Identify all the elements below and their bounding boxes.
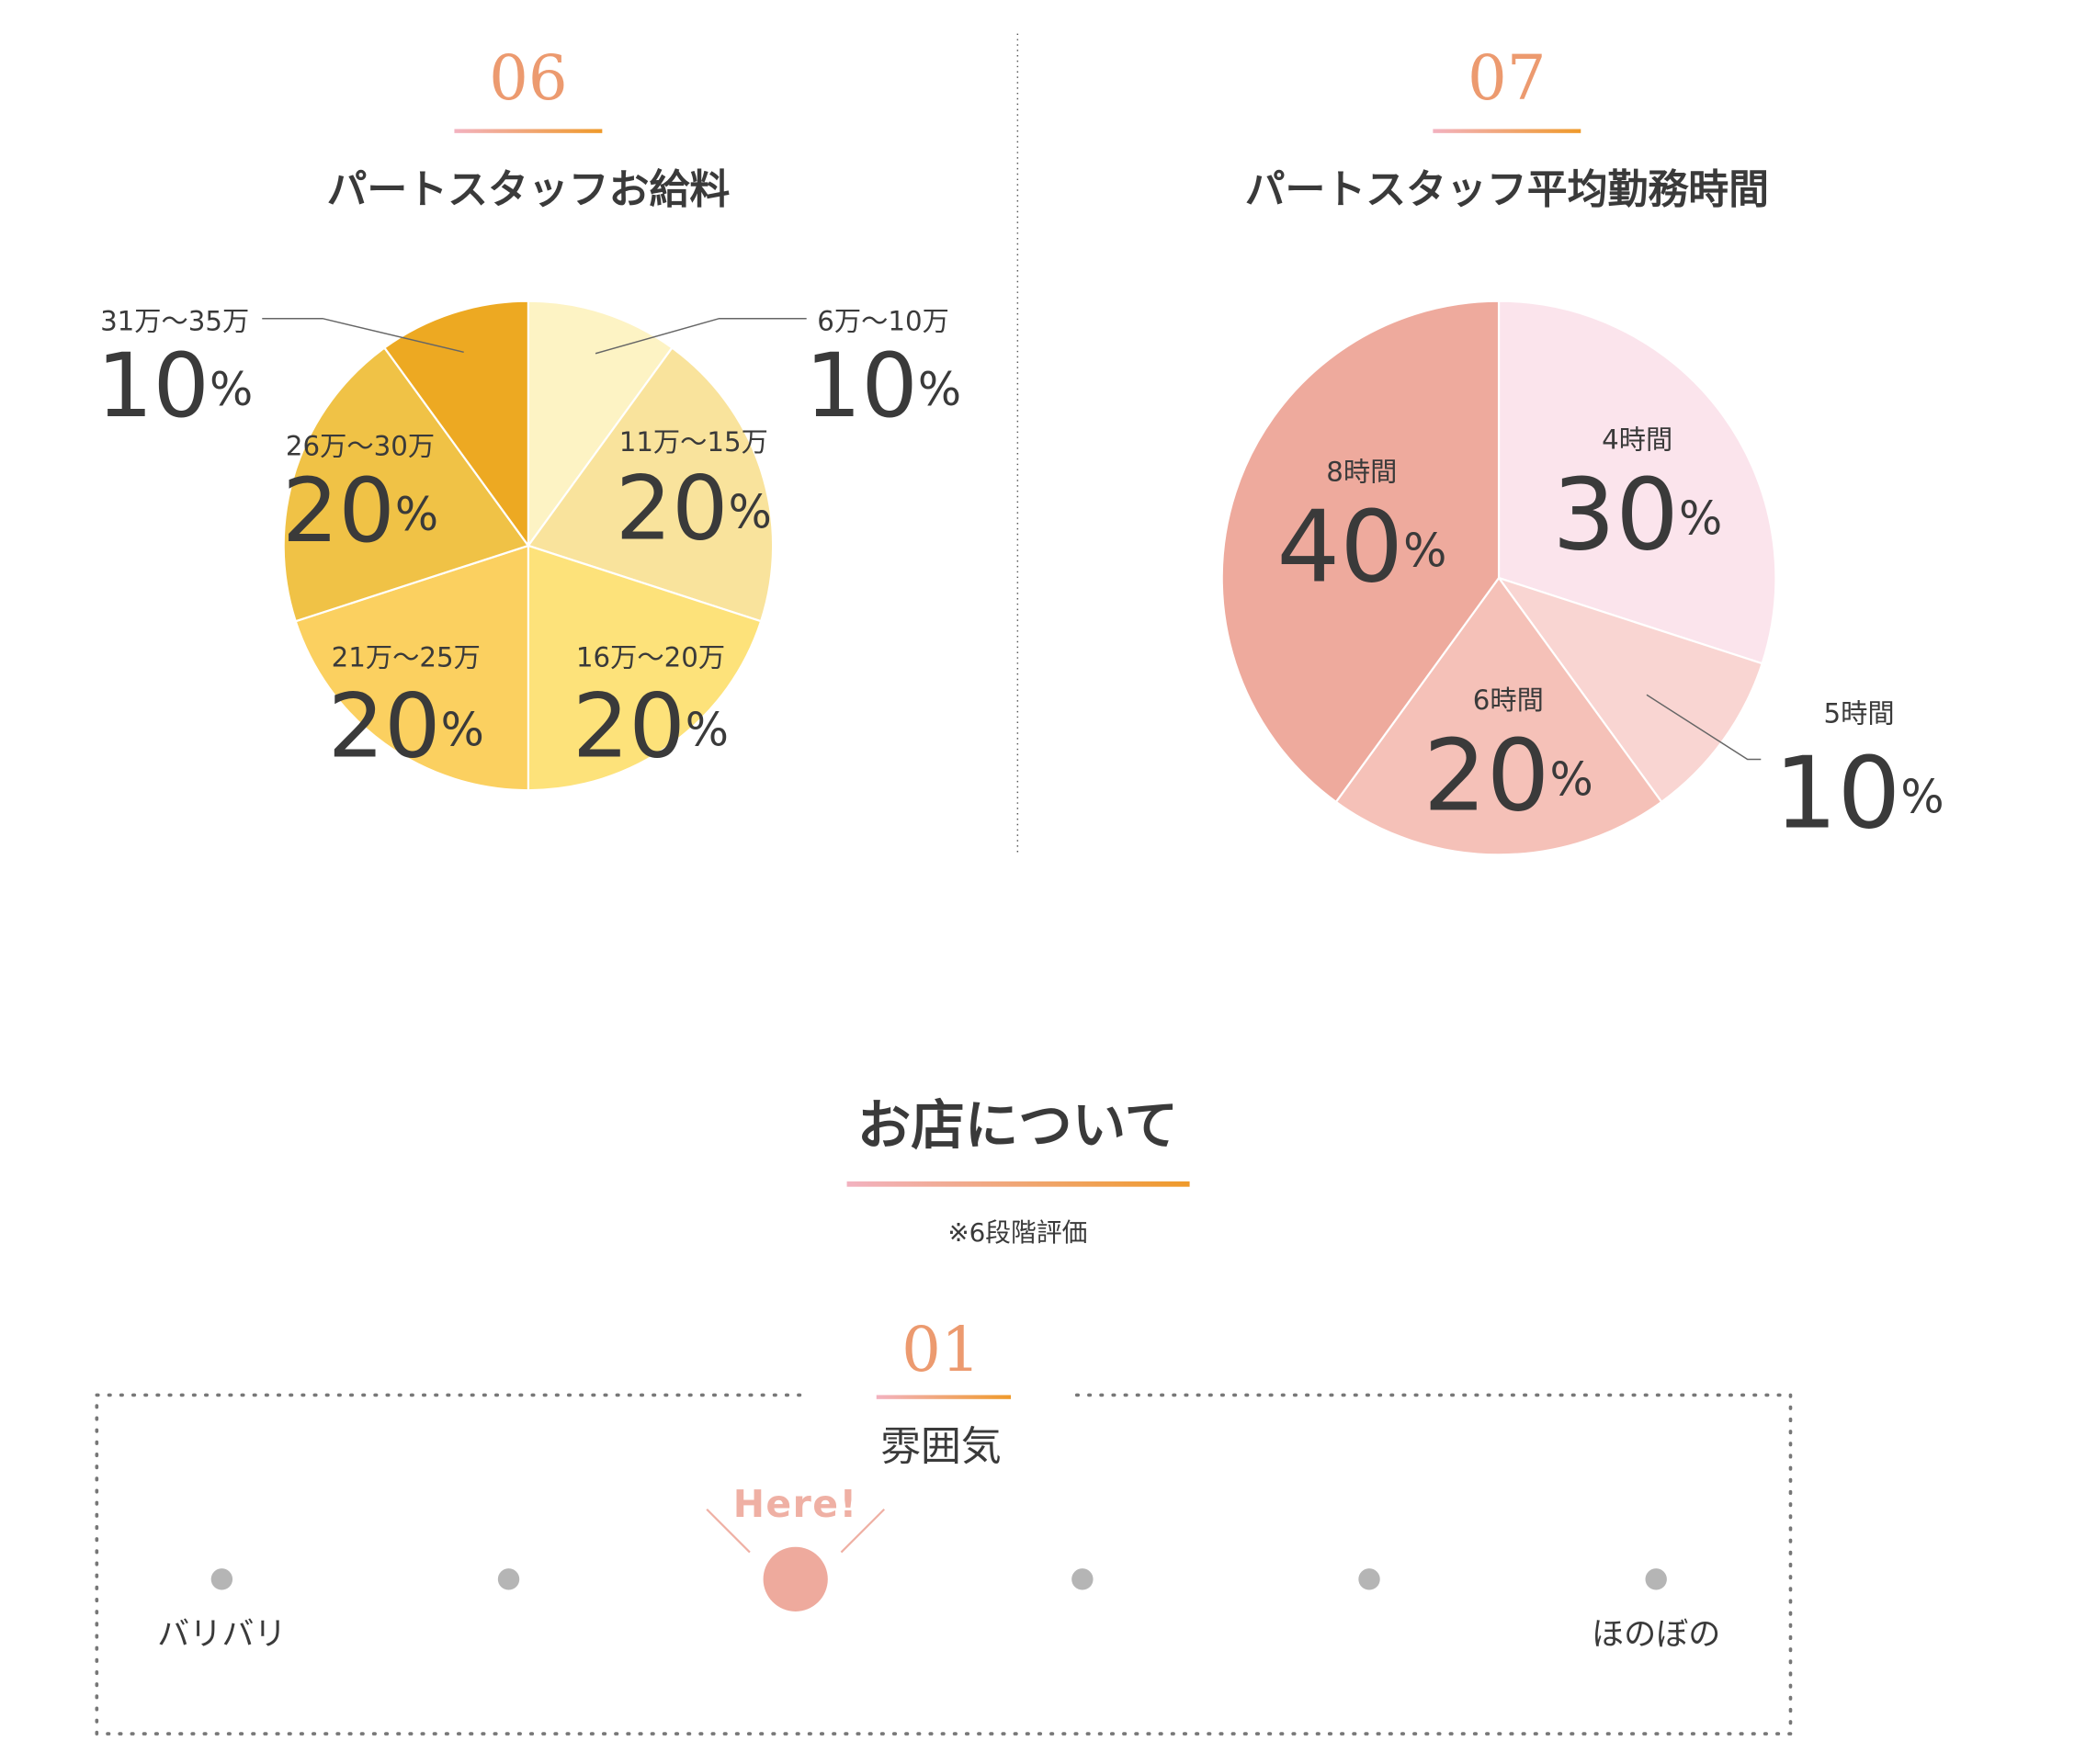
- marker-deco: [840, 1508, 886, 1554]
- slice-value: 10%: [96, 334, 253, 438]
- value-number: 10: [805, 334, 918, 438]
- pie-slice: [282, 346, 530, 623]
- slice-value: 10%: [1774, 735, 1944, 851]
- slice-label: 16万〜20万: [576, 641, 725, 673]
- slice-value: 20%: [1423, 718, 1593, 833]
- chart-title: パートスタッフ平均勤務時間: [1245, 166, 1769, 213]
- pie-slice: [382, 300, 529, 549]
- slice-value: 20%: [328, 674, 484, 778]
- slice-label: 8時間: [1326, 456, 1397, 487]
- slice-value: 20%: [282, 459, 438, 563]
- rating-box: [95, 1393, 1793, 1736]
- charts: 06パートスタッフお給料6万〜10万10%11万〜15万20%16万〜20万20…: [96, 42, 1944, 1611]
- rating-step: [497, 1568, 520, 1590]
- rating-step: [1358, 1568, 1380, 1590]
- section-note: ※6段階評価: [947, 1217, 1087, 1248]
- marker-deco: [706, 1508, 751, 1554]
- slice-value: 20%: [572, 674, 729, 778]
- value-unit: %: [1679, 492, 1722, 545]
- rating-marker: Here!: [733, 1482, 858, 1526]
- value-number: 20: [282, 459, 395, 563]
- chart-title: パートスタッフお給料: [327, 166, 731, 213]
- value-number: 10: [1774, 735, 1901, 851]
- rating-step: [1071, 1568, 1094, 1590]
- slice-label: 6時間: [1473, 684, 1544, 716]
- pie-slice: [1334, 576, 1663, 856]
- value-unit: %: [1900, 770, 1944, 823]
- underline: [876, 1395, 1012, 1399]
- pie-slice: [527, 300, 674, 549]
- value-number: 20: [616, 457, 729, 560]
- slice-value: 30%: [1552, 457, 1722, 572]
- slice-label: 4時間: [1602, 424, 1672, 455]
- slice-value: 10%: [805, 334, 961, 438]
- value-number: 30: [1552, 457, 1679, 572]
- slice-label: 21万〜25万: [332, 641, 481, 673]
- value-number: 40: [1276, 489, 1403, 605]
- value-unit: %: [210, 363, 253, 416]
- underline: [1433, 129, 1581, 133]
- leader-line: [1646, 694, 1762, 761]
- leader-line: [262, 317, 464, 353]
- rating-selected: [763, 1546, 828, 1611]
- value-unit: %: [729, 485, 772, 538]
- pie-slice: [527, 346, 775, 623]
- pie-slice: [1220, 300, 1501, 804]
- slice-label: 5時間: [1824, 698, 1895, 729]
- value-number: 20: [328, 674, 441, 778]
- value-unit: %: [918, 363, 961, 416]
- rating-label: 雰囲気: [880, 1423, 1002, 1470]
- chart-number: 07: [1468, 42, 1547, 114]
- value-unit: %: [441, 703, 484, 756]
- rating-step: [210, 1568, 233, 1590]
- value-unit: %: [1550, 752, 1593, 806]
- slice-value: 40%: [1276, 489, 1446, 605]
- rating-right: ほのぼの: [1592, 1615, 1720, 1653]
- value-unit: %: [1403, 524, 1446, 577]
- underline: [846, 1181, 1190, 1187]
- leader-line: [595, 317, 807, 355]
- rating-left: バリバリ: [157, 1615, 286, 1653]
- pie-slice: [527, 544, 763, 792]
- pie-slice: [1496, 575, 1764, 804]
- underline: [454, 129, 603, 133]
- value-number: 20: [1423, 718, 1550, 833]
- value-number: 20: [572, 674, 686, 778]
- slice-value: 20%: [616, 457, 772, 560]
- pie-slice: [1497, 300, 1777, 665]
- value-number: 10: [96, 334, 210, 438]
- chart-number: 06: [489, 42, 568, 114]
- slice-label: 6万〜10万: [817, 306, 949, 337]
- slice-label: 26万〜30万: [286, 431, 435, 462]
- slice-label: 11万〜15万: [619, 426, 768, 458]
- section-title: お店について: [857, 1094, 1178, 1157]
- pie-slice: [294, 544, 529, 792]
- rating-number: 01: [901, 1314, 980, 1385]
- value-unit: %: [395, 488, 438, 541]
- slice-label: 31万〜35万: [100, 306, 249, 337]
- value-unit: %: [686, 703, 729, 756]
- rating-step: [1645, 1568, 1667, 1590]
